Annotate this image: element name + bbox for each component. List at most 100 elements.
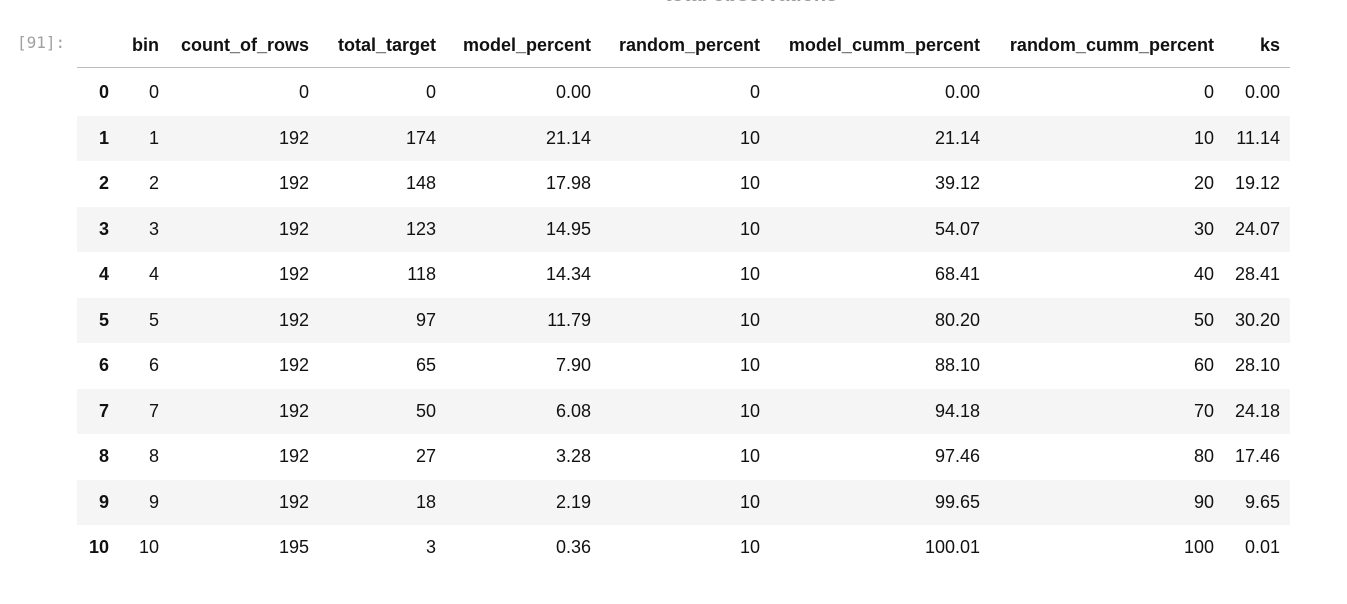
column-header: model_cumm_percent: [788, 35, 980, 55]
table-cell: 10: [739, 309, 760, 330]
table-cell: 0.00: [555, 82, 591, 102]
table-cell: 6: [148, 355, 159, 375]
table-cell: 0.00: [944, 82, 980, 102]
table-cell: 9.65: [1244, 491, 1280, 512]
header-border: [77, 67, 1290, 68]
table-cell: 17.98: [545, 173, 591, 193]
table-cell: 10: [138, 537, 159, 557]
table-cell: 54.07: [934, 218, 980, 239]
column-header: random_cumm_percent: [1009, 35, 1214, 55]
table-cell: 21.14: [545, 127, 591, 148]
row-index: 3: [98, 218, 109, 239]
table-cell: 195: [278, 537, 309, 557]
table-cell: 100: [1183, 537, 1214, 557]
table-cell: 50: [1193, 309, 1214, 330]
table-cell: 28.10: [1234, 355, 1280, 375]
column-header: model_percent: [462, 35, 591, 55]
table-cell: 7: [148, 400, 159, 421]
table-cell: 0.00: [1244, 82, 1280, 102]
row-index: 1: [98, 127, 109, 148]
table-cell: 10: [739, 218, 760, 239]
table-cell: 118: [407, 264, 436, 284]
table-cell: 30.20: [1234, 309, 1280, 330]
table-cell: 24.07: [1234, 218, 1280, 239]
table-cell: 0: [148, 82, 159, 102]
table-cell: 6.08: [555, 400, 591, 421]
table-cell: 17.46: [1234, 446, 1280, 466]
column-header: bin: [132, 35, 159, 55]
table-cell: 192: [278, 491, 309, 512]
table-cell: 123: [405, 218, 436, 239]
row-stripe: [77, 206, 1290, 252]
table-cell: 3: [148, 218, 159, 239]
table-cell: 80.20: [934, 309, 980, 330]
row-index: 9: [98, 491, 109, 512]
table-cell: 148: [405, 173, 436, 193]
table-cell: 70: [1193, 400, 1214, 421]
row-index: 0: [98, 82, 109, 102]
table-cell: 99.65: [934, 491, 980, 512]
table-cell: 20: [1193, 173, 1214, 193]
table-cell: 192: [278, 264, 309, 284]
table-cell: 192: [278, 446, 309, 466]
table-cell: 68.41: [934, 264, 980, 284]
table-cell: 192: [278, 127, 309, 148]
table-cell: 10: [739, 491, 760, 512]
table-cell: 27: [415, 446, 436, 466]
table-cell: 11.79: [547, 309, 591, 330]
table-cell: 39.12: [934, 173, 980, 193]
table-cell: 65: [415, 355, 436, 375]
row-stripe: [77, 115, 1290, 161]
table-cell: 10: [739, 127, 760, 148]
table-cell: 30: [1193, 218, 1214, 239]
table-cell: 10: [739, 400, 760, 421]
column-header: random_percent: [618, 35, 760, 55]
table-cell: 0.36: [555, 537, 591, 557]
table-cell: 0.01: [1244, 537, 1280, 557]
table-cell: 192: [278, 355, 309, 375]
table-cell: 10: [739, 537, 760, 557]
row-index: 2: [98, 173, 109, 193]
table-cell: 11.14: [1236, 127, 1280, 148]
row-index: 8: [98, 446, 109, 466]
cell-prompt: [91]:: [17, 33, 66, 52]
table-cell: 174: [405, 127, 436, 148]
row-index: 4: [98, 264, 109, 284]
table-cell: 2: [148, 173, 159, 193]
table-cell: 100.01: [924, 537, 980, 557]
table-cell: 50: [415, 400, 436, 421]
row-index: 6: [98, 355, 109, 375]
table-cell: 0: [749, 82, 760, 102]
table-cell: 3: [425, 537, 436, 557]
table-cell: 10: [739, 173, 760, 193]
row-index: 5: [98, 309, 109, 330]
table-cell: 4: [148, 264, 159, 284]
table-cell: 0: [1203, 82, 1214, 102]
table-cell: 80: [1193, 446, 1214, 466]
table-cell: 10: [739, 446, 760, 466]
table-cell: 90: [1193, 491, 1214, 512]
table-cell: 192: [278, 400, 309, 421]
table-cell: 28.41: [1234, 264, 1280, 284]
table-cell: 0: [425, 82, 436, 102]
row-stripe: [77, 479, 1290, 525]
row-index: 10: [88, 537, 109, 557]
table-cell: 94.18: [934, 400, 980, 421]
table-cell: 24.18: [1234, 400, 1280, 421]
column-header: ks: [1259, 35, 1280, 55]
table-cell: 14.34: [545, 264, 591, 284]
table-cell: 0: [298, 82, 309, 102]
column-header: total_target: [337, 35, 436, 55]
table-cell: 18: [415, 491, 436, 512]
table-cell: 1: [148, 127, 159, 148]
table-cell: 3.28: [555, 446, 591, 466]
table-cell: 97: [415, 309, 436, 330]
row-stripe: [77, 297, 1290, 343]
table-cell: 10: [739, 355, 760, 375]
row-index: 7: [98, 400, 109, 421]
table-cell: 97.46: [934, 446, 980, 466]
row-stripe: [77, 388, 1290, 434]
table-cell: 8: [148, 446, 159, 466]
table-cell: 88.10: [934, 355, 980, 375]
